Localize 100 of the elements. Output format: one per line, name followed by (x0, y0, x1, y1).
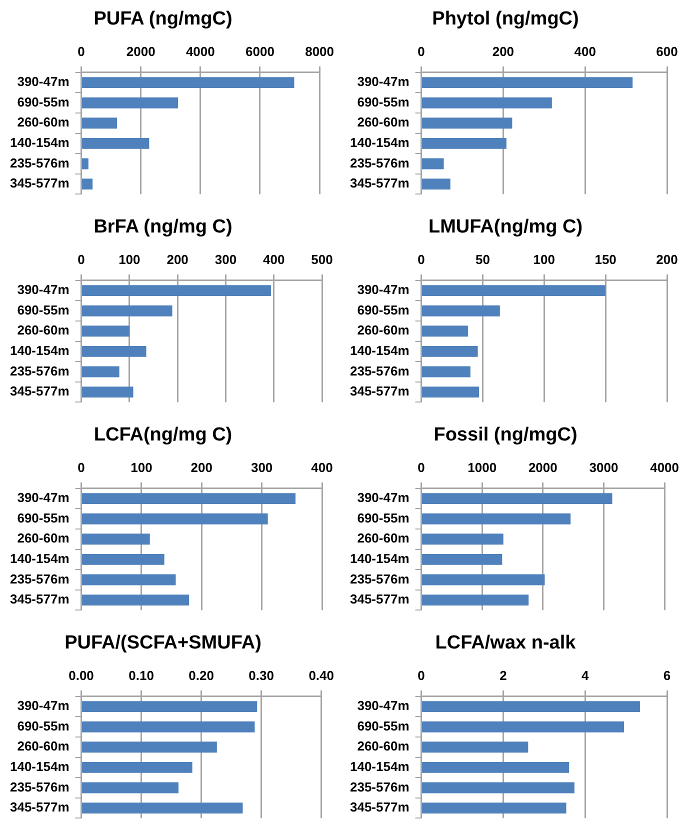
x-tick-label: 50 (475, 252, 490, 268)
bar (422, 513, 571, 524)
y-tick-label: 260-60m (17, 322, 70, 338)
x-tick-label: 500 (311, 252, 333, 268)
y-tick-label: 345-577m (350, 384, 410, 399)
bar (82, 77, 294, 88)
y-tick-label: 390-47m (17, 74, 70, 90)
y-tick-label: 235-576m (350, 155, 410, 170)
bar (422, 326, 468, 337)
y-tick-label: 345-577m (10, 800, 70, 815)
y-tick-label: 690-55m (357, 718, 410, 734)
y-tick-label: 140-154m (10, 135, 70, 150)
bar (82, 554, 164, 565)
bar (82, 513, 268, 524)
x-tick-label: 100 (130, 460, 152, 476)
x-tick-label: 0 (78, 460, 85, 476)
y-tick-label: 260-60m (17, 114, 70, 130)
bar (82, 285, 271, 296)
y-tick-label: 690-55m (357, 94, 410, 110)
bar (82, 118, 118, 129)
bar (422, 574, 545, 586)
x-tick-label: 2000 (126, 44, 156, 60)
bar (82, 574, 176, 586)
y-tick-label: 235-576m (10, 363, 70, 378)
x-tick-label: 200 (492, 44, 514, 60)
x-tick-label: 1000 (468, 460, 497, 476)
y-tick-label: 690-55m (357, 302, 410, 318)
bar (422, 366, 470, 378)
y-tick-label: 390-47m (357, 698, 410, 714)
chart-title: PUFA (ng/mgC) (94, 8, 232, 30)
bar (82, 493, 296, 504)
bar (82, 346, 146, 357)
chart-title: LMUFA(ng/mg C) (428, 216, 583, 238)
bar (422, 554, 502, 565)
x-tick-label: 4 (581, 668, 590, 684)
chart-title: Phytol (ng/mgC) (432, 8, 579, 30)
y-tick-label: 345-577m (350, 800, 410, 815)
x-tick-label: 6 (663, 668, 671, 684)
x-tick-label: 0.40 (308, 668, 334, 684)
y-tick-label: 690-55m (17, 94, 70, 110)
bar (422, 305, 500, 316)
chart-title: LCFA(ng/mg C) (94, 424, 232, 446)
y-tick-label: 345-577m (350, 176, 410, 191)
bar (422, 77, 633, 88)
y-tick-label: 140-154m (350, 343, 410, 358)
bar (82, 534, 150, 545)
bar (82, 178, 93, 190)
x-tick-label: 0 (78, 44, 85, 60)
y-tick-label: 690-55m (17, 718, 70, 734)
y-tick-label: 260-60m (357, 738, 410, 754)
y-tick-label: 235-576m (350, 363, 410, 378)
x-tick-label: 400 (263, 252, 285, 268)
x-tick-label: 0 (418, 252, 425, 268)
x-tick-label: 0 (418, 44, 425, 60)
x-tick-label: 0 (78, 252, 85, 268)
bar (82, 594, 189, 606)
chart-title: BrFA (ng/mg C) (94, 216, 232, 238)
x-tick-label: 4000 (186, 44, 215, 60)
bar (422, 742, 528, 753)
y-tick-label: 390-47m (357, 282, 410, 298)
x-tick-label: 100 (533, 252, 555, 268)
y-tick-label: 140-154m (350, 135, 410, 150)
y-tick-label: 260-60m (17, 530, 70, 546)
bar (82, 97, 178, 108)
bar (422, 97, 552, 108)
x-tick-label: 0.30 (248, 668, 274, 684)
bar (82, 366, 120, 378)
x-tick-label: 4000 (650, 460, 679, 476)
x-tick-label: 2000 (528, 460, 558, 476)
chart-title: Fossil (ng/mgC) (434, 424, 578, 446)
bar (422, 594, 529, 606)
bar (422, 158, 444, 170)
y-tick-label: 260-60m (357, 530, 410, 546)
y-tick-label: 140-154m (10, 343, 70, 358)
x-tick-label: 400 (574, 44, 596, 60)
bar (82, 305, 172, 316)
bar (82, 138, 150, 149)
y-tick-label: 235-576m (10, 779, 70, 794)
bar (422, 721, 624, 732)
y-tick-label: 690-55m (357, 510, 410, 526)
y-tick-label: 235-576m (10, 155, 70, 170)
x-tick-label: 0 (418, 460, 425, 476)
y-tick-label: 345-577m (10, 176, 70, 191)
y-tick-label: 140-154m (350, 759, 410, 774)
y-tick-label: 390-47m (17, 282, 70, 298)
y-tick-label: 390-47m (17, 698, 70, 714)
x-tick-label: 300 (214, 252, 237, 268)
x-tick-label: 0.10 (128, 668, 154, 684)
x-tick-label: 100 (118, 252, 140, 268)
x-tick-label: 200 (166, 252, 188, 268)
y-tick-label: 345-577m (10, 384, 70, 399)
y-tick-label: 390-47m (357, 74, 410, 90)
x-tick-label: 600 (656, 44, 678, 60)
bar (82, 326, 130, 337)
y-tick-label: 690-55m (17, 302, 70, 318)
bar (82, 158, 88, 170)
x-tick-label: 2 (500, 668, 507, 684)
x-tick-label: 6000 (246, 44, 274, 60)
bar (422, 534, 504, 545)
y-tick-label: 235-576m (350, 779, 410, 794)
